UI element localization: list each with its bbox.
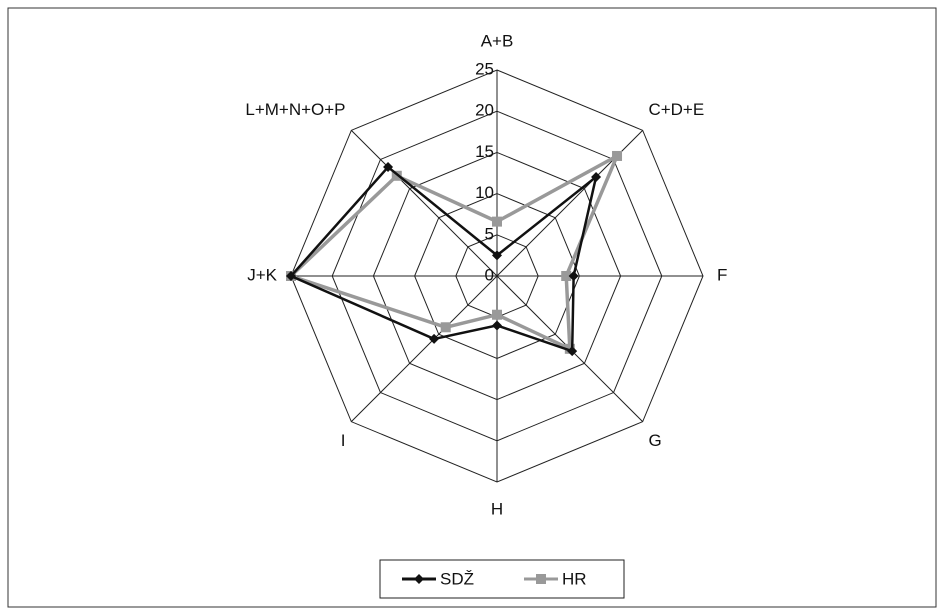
r-tick-label: 10 [475, 183, 494, 202]
category-label: F [717, 265, 727, 284]
category-label: L+M+N+O+P [245, 100, 345, 119]
r-tick-label: 5 [485, 224, 494, 243]
point [492, 250, 502, 261]
point [612, 150, 623, 161]
point [561, 271, 572, 281]
point [492, 216, 502, 227]
category-label: A+B [481, 31, 514, 50]
category-label: I [341, 431, 346, 450]
point [591, 171, 602, 182]
category-label: G [648, 431, 661, 450]
legend-label: SDŽ [440, 569, 474, 588]
legend-marker [414, 574, 424, 584]
point [383, 162, 394, 173]
point [286, 271, 296, 281]
point [391, 170, 402, 181]
spoke [350, 275, 498, 423]
category-label: H [491, 499, 503, 518]
point [429, 333, 440, 344]
r-tick-label: 25 [475, 59, 494, 78]
point [440, 322, 451, 333]
legend-label: HR [562, 569, 587, 588]
point [492, 320, 502, 331]
point [567, 346, 578, 357]
r-tick-label: 20 [475, 101, 494, 120]
r-tick-label: 0 [485, 265, 494, 284]
chart-frame [7, 7, 937, 608]
legend-marker [536, 574, 546, 584]
category-label: C+D+E [648, 100, 704, 119]
r-tick-label: 15 [475, 142, 494, 161]
category-label: J+K [247, 265, 277, 284]
point [568, 271, 579, 281]
point [492, 309, 502, 320]
spoke [350, 129, 498, 277]
